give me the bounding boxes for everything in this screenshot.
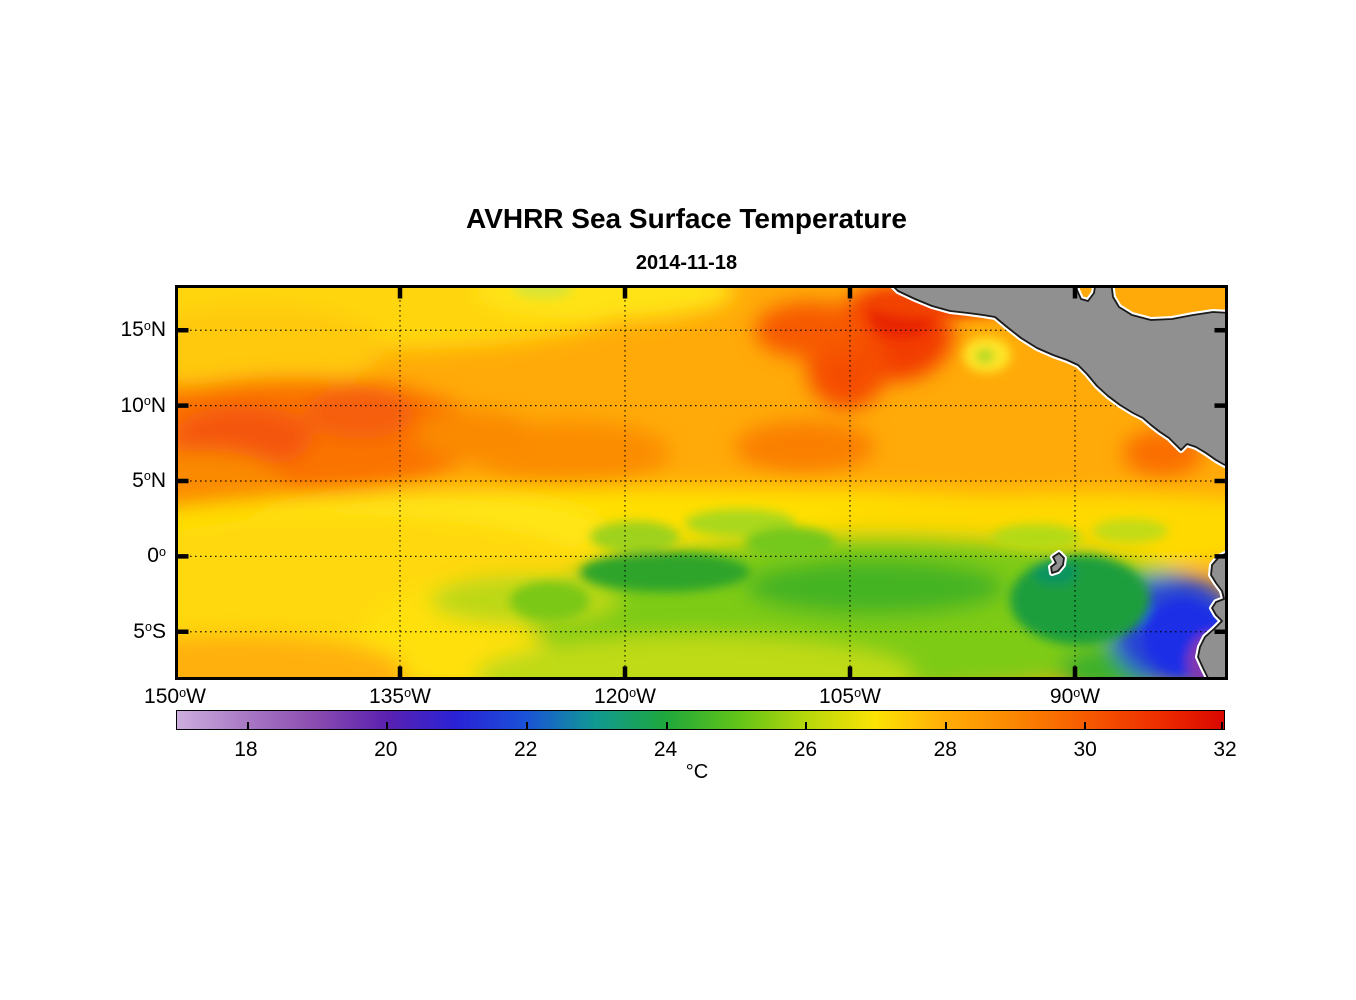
- sst-blob: [1092, 519, 1168, 543]
- colorbar-tick-mark: [1084, 722, 1087, 729]
- sst-heatmap-svg: [175, 285, 1228, 680]
- plot-date: 2014-11-18: [635, 252, 738, 274]
- graticule: [176, 286, 1227, 679]
- x-tick-label: 105oW: [819, 685, 881, 708]
- x-tick-label: 90oW: [1049, 685, 1101, 708]
- colorbar-tick-mark: [665, 722, 668, 729]
- degree-mark: o: [158, 544, 166, 559]
- sst-blob: [176, 305, 385, 389]
- colorbar-tick-mark: [526, 722, 528, 729]
- sst-blob: [735, 421, 875, 473]
- degree-mark: o: [143, 469, 151, 484]
- land-mexico_central_america: [892, 286, 1227, 467]
- x-tick-label: 135oW: [369, 685, 431, 708]
- colorbar-tick-label: 20: [374, 738, 398, 761]
- sst-blob: [415, 410, 535, 460]
- sst-blob: [992, 524, 1082, 550]
- x-tick-label: 120oW: [594, 685, 656, 708]
- colorbar-tick-mark: [246, 722, 249, 729]
- land-galapagos: [1050, 552, 1065, 574]
- colorbar-unit-label: °C: [685, 761, 709, 783]
- x-tick-label: 150oW: [144, 685, 206, 708]
- sst-blob: [580, 552, 750, 592]
- colorbar-gradient: [177, 711, 1224, 729]
- y-tick-label: 15oN: [120, 318, 166, 342]
- frame-tick-marks: [176, 286, 1227, 679]
- sst-blob: [590, 521, 680, 553]
- colorbar-tick-label: 28: [933, 738, 957, 761]
- sst-blob: [513, 286, 573, 299]
- colorbar-tick-label: 30: [1073, 738, 1097, 761]
- degree-mark: o: [179, 685, 187, 700]
- map-frame: [175, 285, 1228, 680]
- colorbar-tick-label: 18: [234, 738, 258, 761]
- sst-blob: [475, 635, 915, 679]
- sst-blob: [745, 527, 835, 559]
- sst-field: [176, 286, 1227, 679]
- y-tick-label: 5oS: [133, 619, 166, 643]
- sst-blob: [305, 387, 415, 439]
- degree-mark: o: [629, 685, 637, 700]
- degree-mark: o: [854, 685, 862, 700]
- y-tick-label: 5oN: [132, 468, 166, 492]
- colorbar: [176, 710, 1225, 730]
- sst-map: [175, 285, 1228, 680]
- colorbar-tick-mark: [805, 722, 808, 729]
- colorbar-tick-mark: [944, 722, 947, 729]
- degree-mark: o: [143, 318, 151, 333]
- sst-blob: [976, 349, 994, 363]
- colorbar-tick-label: 24: [653, 738, 678, 761]
- sst-blob: [745, 559, 1005, 615]
- colorbar-tick-label: 32: [1213, 738, 1237, 761]
- sst-blob: [176, 635, 405, 679]
- colorbar-tick-mark: [1221, 722, 1223, 729]
- degree-mark: o: [143, 394, 151, 409]
- colorbar-tick-label: 22: [513, 738, 538, 761]
- land-masses: [889, 286, 1227, 679]
- degree-mark: o: [144, 620, 152, 635]
- degree-mark: o: [1073, 685, 1081, 700]
- colorbar-tick-mark: [386, 722, 389, 729]
- colorbar-tick-label: 26: [793, 738, 818, 761]
- y-tick-label: 0o: [147, 544, 166, 568]
- plot-title: AVHRR Sea Surface Temperature: [466, 203, 907, 234]
- sst-blob: [510, 581, 590, 621]
- land-south_america: [1197, 552, 1227, 679]
- degree-mark: o: [404, 685, 412, 700]
- y-tick-label: 10oN: [120, 393, 166, 417]
